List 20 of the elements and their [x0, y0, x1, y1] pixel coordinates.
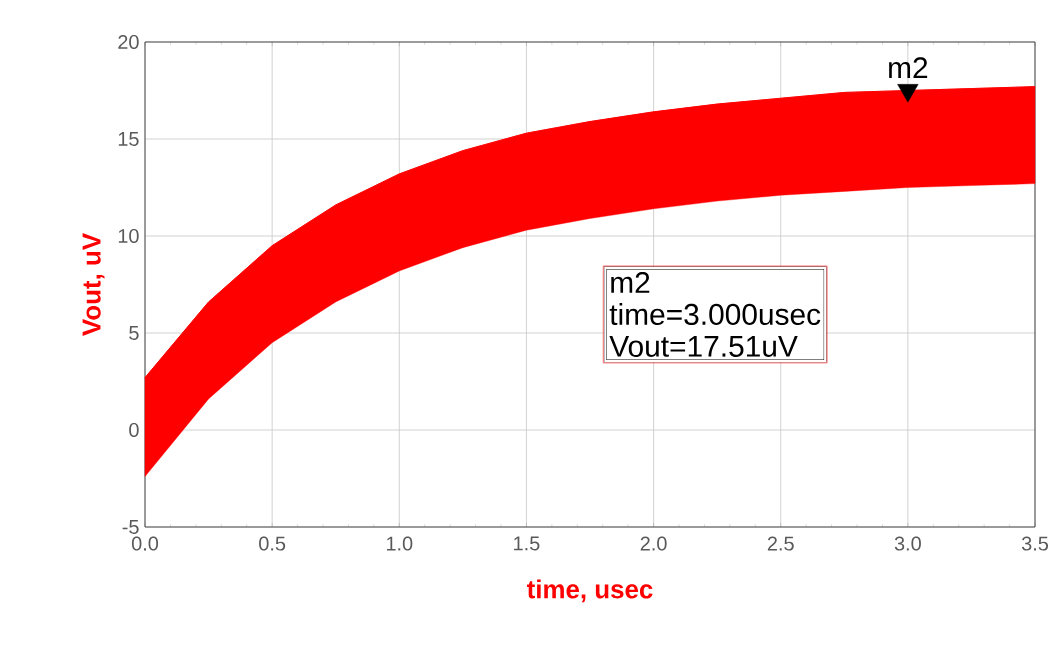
x-tick-label: 2.5	[767, 536, 794, 551]
x-axis-title: time, usec	[526, 579, 653, 603]
y-tick-label: 15	[118, 132, 139, 146]
y-tick-label: 10	[118, 228, 139, 244]
y-tick-label: -5	[122, 520, 139, 534]
annotation: m2	[889, 57, 928, 79]
x-tick-label: 1.0	[386, 536, 413, 551]
y-tick-label: 20	[118, 34, 139, 50]
x-tick-label: 1.5	[514, 536, 540, 551]
annotation: time=3.000usec	[609, 303, 821, 326]
x-tick-label: 0.5	[259, 536, 286, 551]
annotation: m2	[611, 271, 650, 293]
annotation: Vout=17.51uV	[609, 336, 798, 357]
y-axis-title: Vout, uV	[82, 233, 105, 336]
x-tick-label: 0.0	[131, 536, 159, 551]
y-tick-label: 0	[129, 422, 139, 438]
x-tick-label: 2.0	[640, 536, 667, 551]
x-tick-label: 3.0	[894, 536, 921, 551]
y-tick-label: 5	[129, 326, 139, 340]
x-tick-label: 3.5	[1021, 536, 1049, 551]
